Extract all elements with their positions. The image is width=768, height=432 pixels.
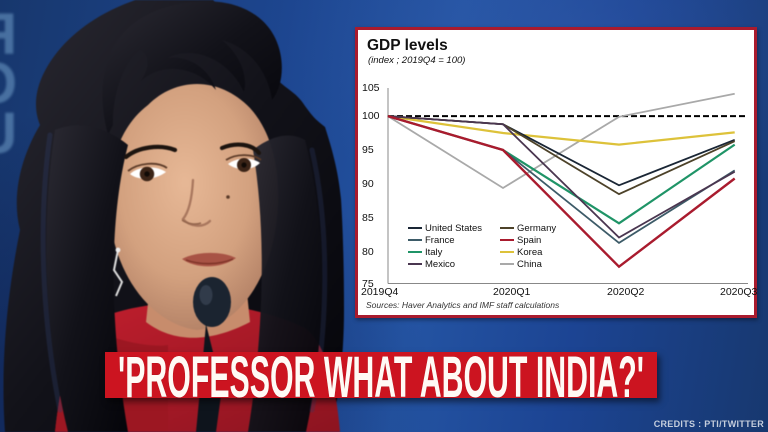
svg-text:'PROFESSOR WHAT ABOUT INDIA?': 'PROFESSOR WHAT ABOUT INDIA?' <box>118 352 644 398</box>
